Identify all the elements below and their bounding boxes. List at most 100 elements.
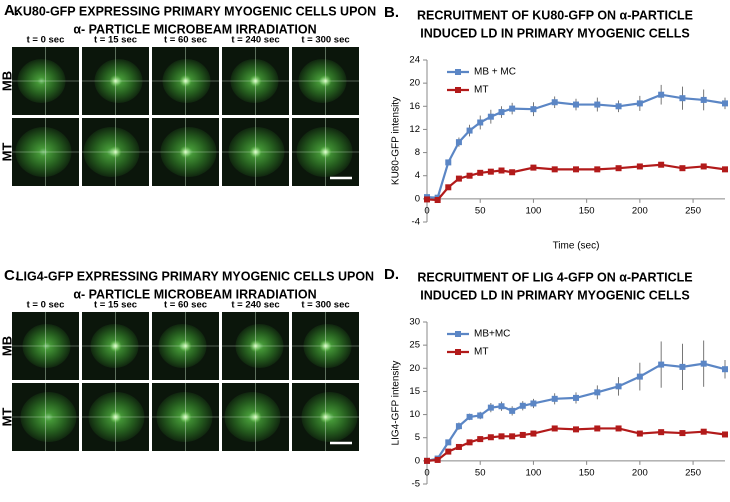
time-label: t = 240 sec: [231, 300, 279, 311]
y-tick-label: 16: [409, 101, 420, 112]
point: [700, 428, 707, 435]
damage-spot: [179, 340, 192, 352]
point: [573, 394, 579, 401]
panel-title: LIG4-GFP EXPRESSING PRIMARY MYOGENIC CEL…: [16, 269, 374, 283]
x-tick-label: 150: [579, 467, 595, 478]
point: [466, 127, 473, 134]
y-tick-label: 24: [409, 55, 420, 66]
y-tick-label: 25: [409, 340, 420, 351]
point: [487, 404, 494, 411]
point: [700, 96, 707, 103]
point: [455, 423, 462, 430]
y-axis-label: LIG4-GFP intensity: [391, 361, 402, 446]
legend-label: MB+MC: [474, 329, 510, 340]
point: [636, 430, 643, 437]
point: [509, 407, 516, 414]
point: [424, 196, 430, 203]
point: [434, 197, 441, 204]
point: [679, 363, 686, 370]
point: [615, 425, 622, 432]
point: [615, 383, 622, 390]
x-tick-label: 150: [579, 205, 595, 216]
legend-marker: [455, 69, 461, 75]
series-line: [426, 362, 726, 462]
damage-spot: [249, 411, 262, 423]
point: [594, 166, 601, 173]
point: [615, 165, 622, 172]
point: [519, 402, 526, 409]
x-tick-label: 50: [475, 467, 486, 478]
point: [530, 164, 537, 171]
point: [573, 426, 579, 433]
x-axis-label: Time (sec): [553, 241, 600, 252]
point: [498, 403, 505, 410]
time-label: t = 240 sec: [231, 35, 279, 46]
point: [455, 443, 462, 450]
point: [594, 425, 601, 432]
x-tick-label: 0: [424, 205, 429, 216]
point: [700, 360, 707, 367]
row-label: MT: [0, 408, 14, 427]
point: [658, 361, 665, 368]
y-tick-label: 20: [409, 78, 420, 89]
point: [722, 100, 728, 107]
point: [477, 169, 484, 176]
point: [509, 433, 516, 440]
time-label: t = 300 sec: [301, 35, 349, 46]
point: [636, 373, 643, 380]
legend-marker: [455, 331, 461, 337]
y-tick-label: 10: [409, 409, 420, 420]
damage-spot: [179, 75, 192, 87]
time-label: t = 0 sec: [27, 300, 65, 311]
point: [679, 165, 686, 172]
x-tick-label: 200: [632, 205, 648, 216]
y-tick-label: -5: [412, 479, 420, 490]
time-label: t = 15 sec: [94, 300, 137, 311]
row-label: MB: [0, 71, 14, 91]
panel-title: α- PARTICLE MICROBEAM IRRADIATION: [73, 22, 316, 36]
point: [509, 105, 516, 112]
damage-spot: [249, 146, 262, 158]
x-tick-label: 50: [475, 205, 486, 216]
point: [477, 412, 484, 419]
panel-letter: A.: [4, 2, 19, 19]
point: [658, 161, 665, 168]
point: [498, 109, 505, 116]
point: [530, 400, 537, 407]
point: [445, 159, 452, 166]
point: [487, 113, 494, 120]
point: [530, 106, 537, 113]
panel-letter: D.: [384, 266, 399, 283]
damage-spot: [319, 146, 332, 158]
row-label: MB: [0, 336, 14, 356]
y-axis-label: KU80-GFP intensity: [391, 97, 402, 185]
point: [498, 433, 505, 440]
panel-title: α- PARTICLE MICROBEAM IRRADIATION: [73, 287, 316, 301]
point: [615, 103, 622, 110]
point: [722, 431, 728, 438]
chart-title: RECRUITMENT OF LIG 4-GFP ON α-PARTICLE: [417, 270, 692, 284]
point: [551, 99, 558, 106]
point: [509, 169, 516, 176]
point: [636, 163, 643, 170]
y-tick-label: 15: [409, 386, 420, 397]
x-tick-label: 0: [424, 467, 429, 478]
point: [487, 434, 494, 441]
damage-spot: [179, 146, 192, 158]
point: [551, 395, 558, 402]
damage-spot: [319, 411, 332, 423]
point: [477, 436, 484, 443]
damage-spot: [319, 75, 332, 87]
row-label: MT: [0, 143, 14, 162]
y-tick-label: 0: [415, 193, 420, 204]
y-tick-label: 5: [415, 432, 420, 443]
point: [477, 119, 484, 126]
y-tick-label: 20: [409, 363, 420, 374]
point: [466, 172, 473, 179]
point: [700, 163, 707, 170]
time-label: t = 300 sec: [301, 300, 349, 311]
point: [722, 366, 728, 373]
point: [424, 457, 430, 464]
x-tick-label: 100: [525, 467, 541, 478]
